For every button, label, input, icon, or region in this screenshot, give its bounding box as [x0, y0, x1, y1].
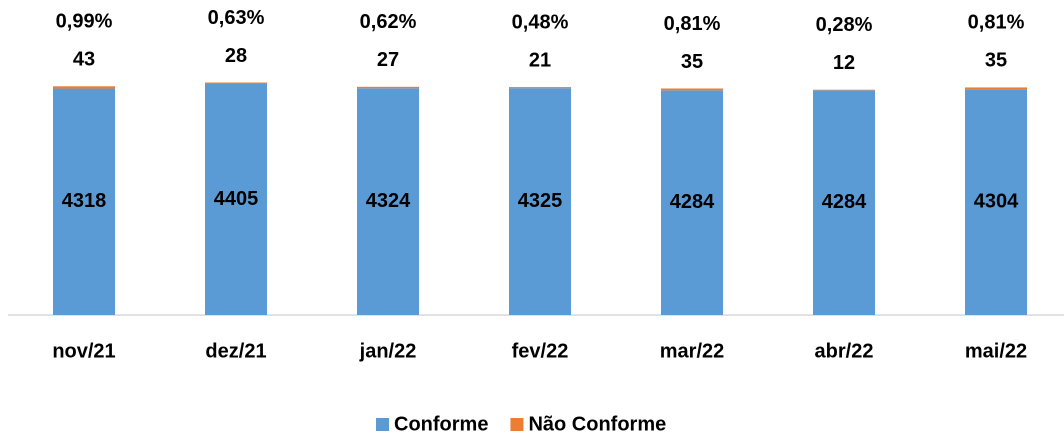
bar-segment [661, 90, 723, 315]
annotation: 0,81% [968, 12, 1025, 34]
value-label: 21 [529, 49, 551, 71]
value-label: 35 [681, 51, 703, 73]
bar-segment [509, 87, 571, 89]
x-tick-label: dez/21 [205, 340, 266, 362]
legend-label: Conforme [394, 413, 488, 435]
bar-segment [205, 83, 267, 315]
value-label: 4284 [822, 191, 867, 213]
bar-segment [813, 89, 875, 91]
value-label: 4318 [62, 190, 107, 212]
annotation: 0,28% [816, 14, 873, 36]
value-label: 43 [73, 49, 95, 71]
legend-swatch [510, 418, 524, 431]
value-label: 4284 [670, 191, 715, 213]
value-label: 4304 [974, 190, 1019, 212]
value-label: 35 [985, 50, 1007, 72]
annotation: 0,62% [360, 11, 417, 33]
annotation: 0,48% [512, 11, 569, 33]
legend-swatch [376, 418, 389, 431]
bar-segment [965, 87, 1027, 90]
x-tick-label: jan/22 [359, 340, 417, 362]
bar-segment [965, 89, 1027, 315]
x-tick-label: nov/21 [52, 340, 115, 362]
x-tick-label: abr/22 [815, 340, 874, 362]
bar-segment [661, 88, 723, 91]
annotation: 0,63% [208, 7, 265, 29]
bar-segment [53, 86, 115, 89]
value-label: 28 [225, 45, 247, 67]
annotation: 0,81% [664, 13, 721, 35]
value-label: 4324 [366, 190, 411, 212]
x-tick-label: fev/22 [512, 340, 569, 362]
value-label: 27 [377, 49, 399, 71]
x-tick-label: mai/22 [965, 340, 1027, 362]
bar-segment [357, 86, 419, 89]
annotation: 0,99% [56, 11, 113, 33]
x-tick-label: mar/22 [660, 340, 725, 362]
legend-label: Não Conforme [528, 413, 666, 435]
bar-segment [53, 88, 115, 315]
value-label: 4325 [518, 190, 563, 212]
value-label: 4405 [214, 188, 259, 210]
bar-segment [509, 88, 571, 315]
bar-segment [813, 90, 875, 315]
bar-segment [357, 88, 419, 315]
bar-segment [205, 82, 267, 84]
value-label: 12 [833, 52, 855, 74]
